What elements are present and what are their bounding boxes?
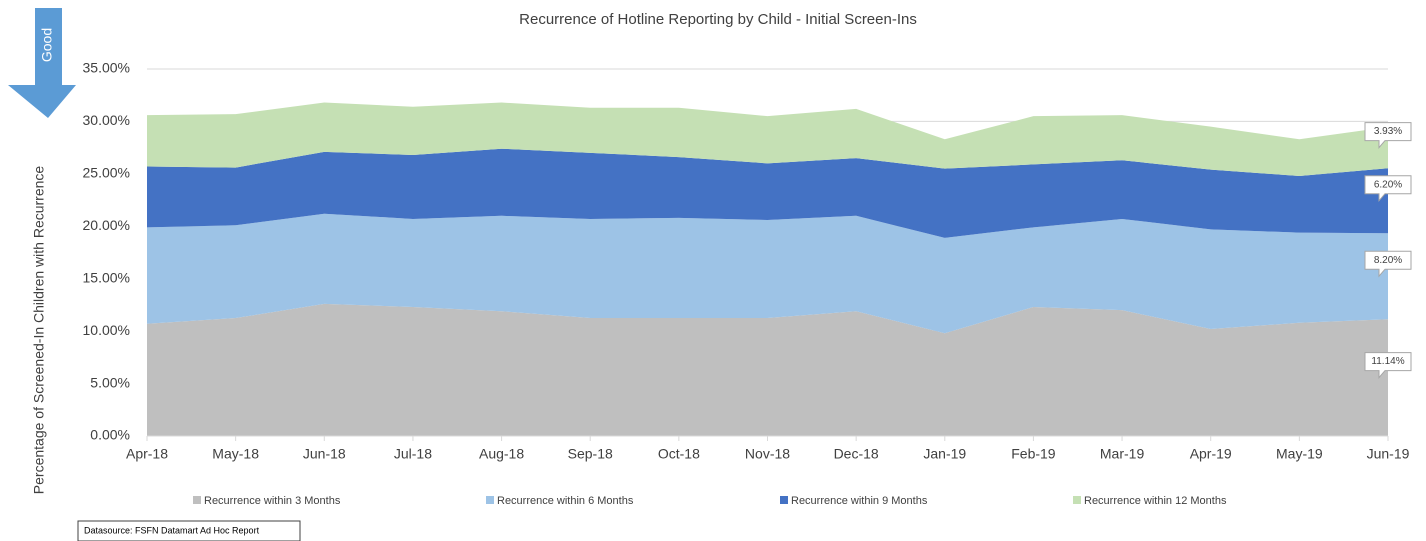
source-note: Datasource: FSFN Datamart Ad Hoc Report	[84, 525, 260, 535]
y-tick-label: 30.00%	[83, 112, 130, 128]
y-tick-label: 10.00%	[83, 322, 130, 338]
data-label: 3.93%	[1374, 126, 1402, 137]
area	[147, 213, 1388, 334]
legend-label: Recurrence within 3 Months	[204, 495, 341, 507]
y-tick-label: 35.00%	[83, 60, 130, 76]
legend-swatch	[780, 496, 788, 504]
y-axis-label: Percentage of Screened-In Children with …	[31, 166, 47, 495]
x-tick-label: Mar-19	[1100, 446, 1145, 462]
area	[147, 148, 1388, 238]
legend-swatch	[486, 496, 494, 504]
x-tick-label: Oct-18	[658, 446, 700, 462]
x-tick-label: Aug-18	[479, 446, 524, 462]
x-tick-label: Dec-18	[834, 446, 879, 462]
legend-label: Recurrence within 12 Months	[1084, 495, 1227, 507]
legend-label: Recurrence within 9 Months	[791, 495, 928, 507]
legend-swatch	[193, 496, 201, 504]
x-tick-label: May-19	[1276, 446, 1323, 462]
y-tick-label: 0.00%	[90, 427, 130, 443]
x-tick-label: Feb-19	[1011, 446, 1056, 462]
y-tick-label: 5.00%	[90, 374, 130, 390]
data-label: 6.20%	[1374, 179, 1402, 190]
x-tick-label: Jan-19	[923, 446, 966, 462]
area	[147, 102, 1388, 176]
area	[147, 303, 1388, 436]
y-tick-label: 20.00%	[83, 217, 130, 233]
legend-swatch	[1073, 496, 1081, 504]
x-tick-label: Jun-19	[1367, 446, 1410, 462]
data-label-box	[1364, 352, 1412, 379]
data-label-box	[1364, 250, 1412, 278]
x-tick-label: Jul-18	[394, 446, 432, 462]
source-box	[77, 520, 301, 541]
x-tick-label: May-18	[212, 446, 259, 462]
data-label-box	[1364, 122, 1412, 149]
x-tick-label: Apr-19	[1190, 446, 1232, 462]
x-tick-label: Apr-18	[126, 446, 168, 462]
annotation: Good	[39, 28, 55, 62]
y-tick-label: 25.00%	[83, 165, 130, 181]
data-label: 8.20%	[1374, 255, 1402, 266]
data-label-box	[1364, 175, 1412, 203]
legend-label: Recurrence within 6 Months	[497, 495, 634, 507]
y-tick-label: 15.00%	[83, 269, 130, 285]
data-label: 11.14%	[1371, 356, 1404, 367]
chart-title: Recurrence of Hotline Reporting by Child…	[519, 11, 917, 28]
x-tick-label: Jun-18	[303, 446, 346, 462]
good-arrow	[8, 8, 76, 118]
x-tick-label: Sep-18	[568, 446, 613, 462]
x-tick-label: Nov-18	[745, 446, 790, 462]
